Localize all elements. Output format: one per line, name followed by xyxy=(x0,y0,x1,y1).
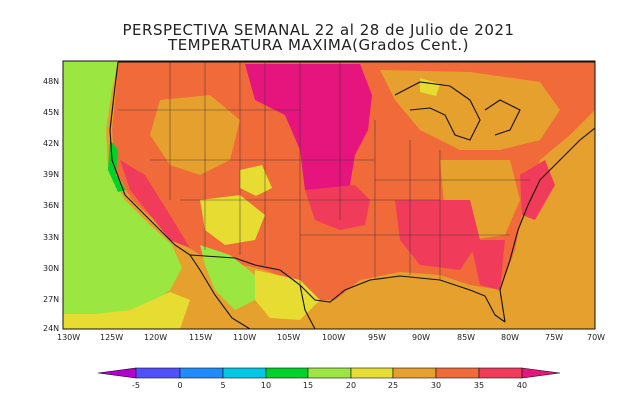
lon-tick-label: 115W xyxy=(189,333,212,342)
southern-plains-zone xyxy=(305,185,370,230)
legend-swatch xyxy=(350,367,394,379)
lat-tick-label: 24N xyxy=(43,324,59,333)
pacific-south-region xyxy=(63,292,190,329)
state-borders xyxy=(118,62,530,285)
gulf-region xyxy=(330,278,505,329)
legend-swatch xyxy=(222,367,267,379)
lat-tick-label: 45N xyxy=(43,108,59,117)
mid-atlantic-zone xyxy=(520,160,555,220)
legend-swatch xyxy=(435,367,480,379)
legend-label: 20 xyxy=(346,381,356,390)
florida-zone xyxy=(470,240,505,290)
political-borders xyxy=(109,61,595,329)
colorado-zone xyxy=(240,165,272,196)
lon-tick-label: 85W xyxy=(457,333,475,342)
lon-tick-label: 125W xyxy=(100,333,123,342)
map-subtitle: TEMPERATURA MAXIMA(Grados Cent.) xyxy=(168,36,469,54)
lat-tick-label: 30N xyxy=(43,264,59,273)
legend-swatch xyxy=(135,367,181,379)
lat-tick-label: 36N xyxy=(43,201,59,210)
legend-swatch xyxy=(265,367,309,379)
legend-label: 0 xyxy=(177,381,182,390)
legend-label: 40 xyxy=(517,381,527,390)
lon-tick-label: 80W xyxy=(501,333,519,342)
longitude-ticks: 130W 125W 120W 115W 110W 105W 100W 95W 9… xyxy=(57,333,605,342)
legend-swatch xyxy=(392,367,437,379)
latitude-ticks: 48N 45N 42N 39N 36N 33N 30N 27N 24N xyxy=(43,77,59,333)
legend-swatch-above xyxy=(521,367,561,379)
legend-swatch xyxy=(179,367,224,379)
legend-label: 25 xyxy=(388,381,398,390)
lat-tick-label: 48N xyxy=(43,77,59,86)
legend-swatch xyxy=(307,367,352,379)
lat-tick-label: 42N xyxy=(43,139,59,148)
legend-label: -5 xyxy=(132,381,140,390)
lon-tick-label: 90W xyxy=(412,333,430,342)
pacific-region xyxy=(63,61,182,314)
arizona-highland-zone xyxy=(200,195,265,245)
lon-tick-label: 120W xyxy=(144,333,167,342)
lon-tick-label: 100W xyxy=(322,333,345,342)
lat-tick-label: 27N xyxy=(43,295,59,304)
legend-swatch-below xyxy=(97,367,137,379)
legend-label: 35 xyxy=(474,381,484,390)
sierra-madre-zone xyxy=(200,245,255,310)
color-legend: -5 0 5 10 15 20 25 30 35 40 xyxy=(97,367,561,390)
map-frame xyxy=(62,60,596,330)
mexico-plateau-zone xyxy=(255,270,320,320)
legend-label: 30 xyxy=(431,381,441,390)
lon-tick-label: 105W xyxy=(277,333,300,342)
california-interior-zone xyxy=(120,160,190,248)
legend-label: 15 xyxy=(303,381,313,390)
legend-swatch xyxy=(478,367,523,379)
lon-tick-label: 110W xyxy=(233,333,256,342)
coastal-cool-band xyxy=(108,140,126,192)
lat-tick-label: 39N xyxy=(43,170,59,179)
interior-west-zone xyxy=(150,95,240,175)
map-title: PERSPECTIVA SEMANAL 22 al 28 de Julio de… xyxy=(122,21,515,39)
legend-label: 10 xyxy=(261,381,271,390)
lat-tick-label: 33N xyxy=(43,233,59,242)
lon-tick-label: 75W xyxy=(545,333,563,342)
legend-label: 5 xyxy=(220,381,225,390)
lon-tick-label: 95W xyxy=(368,333,386,342)
lon-tick-label: 70W xyxy=(587,333,605,342)
lon-tick-label: 130W xyxy=(57,333,80,342)
